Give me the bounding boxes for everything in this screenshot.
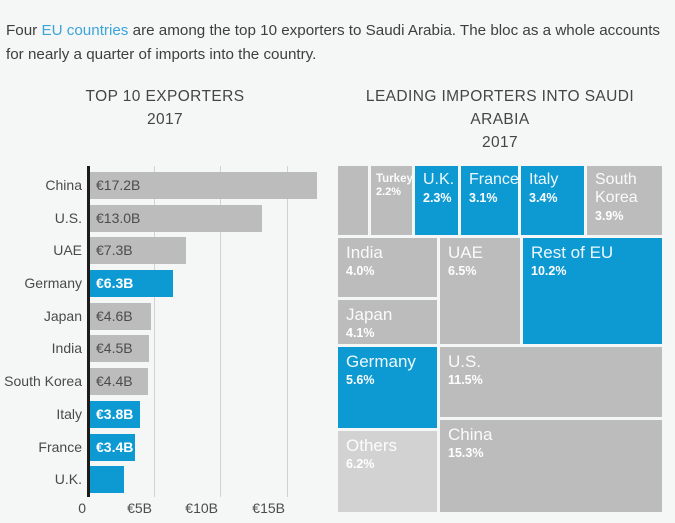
- cell-name: Germany: [346, 352, 416, 371]
- bar-uk: [90, 466, 124, 493]
- cell-percent: 2.3%: [423, 191, 452, 205]
- treemap-title-block: LEADING IMPORTERS INTO SAUDI ARABIA 2017: [338, 85, 662, 154]
- gridline-10b: [220, 166, 221, 497]
- treemap-cell-uk: U.K. 2.3%: [415, 166, 458, 235]
- cell-percent: 11.5%: [448, 373, 483, 387]
- headline-prefix: Four: [6, 22, 42, 40]
- x-tick-15b: €15B: [252, 500, 285, 516]
- bar-uae: €7.3B: [90, 237, 186, 264]
- cell-percent: 3.9%: [595, 209, 624, 223]
- bar-value-label: €17.2B: [96, 177, 141, 193]
- x-tick-0: 0: [78, 500, 86, 516]
- category-label-india: India: [51, 340, 82, 356]
- cell-percent: 5.6%: [346, 373, 375, 387]
- bar-us: €13.0B: [90, 205, 262, 232]
- cell-name: Turkey: [376, 173, 412, 185]
- cell-percent: 3.1%: [469, 191, 498, 205]
- treemap-cell-japan: Japan 4.1%: [338, 300, 437, 344]
- bar-germany: €6.3B: [90, 270, 173, 297]
- bar-value-label: €4.5B: [96, 340, 133, 356]
- bar-value-label: €13.0B: [96, 210, 141, 226]
- cell-name: China: [448, 425, 493, 444]
- category-label-germany: Germany: [24, 275, 82, 291]
- cell-name: UAE: [448, 243, 483, 262]
- treemap-cell-turkey: Turkey 2.2%: [371, 166, 412, 235]
- bar-value-label: €3.8B: [96, 406, 134, 422]
- bar-chart-title: TOP 10 EXPORTERS: [85, 88, 245, 105]
- cell-percent: 3.4%: [529, 191, 558, 205]
- cell-percent: 6.5%: [448, 264, 477, 278]
- cell-percent: 6.2%: [346, 457, 375, 471]
- category-label-uae: UAE: [53, 242, 82, 258]
- bar-china: €17.2B: [90, 172, 317, 199]
- treemap-cell-india: India 4.0%: [338, 238, 437, 297]
- cell-percent: 4.1%: [346, 326, 375, 340]
- treemap-cell-uae: UAE 6.5%: [440, 238, 520, 344]
- category-label-south-korea: South Korea: [4, 373, 82, 389]
- x-tick-10b: €10B: [185, 500, 218, 516]
- headline-suffix: are among the top 10 exporters to Saudi …: [6, 22, 661, 64]
- cell-name: U.K.: [423, 171, 455, 188]
- treemap-cell-china: China 15.3%: [440, 420, 662, 512]
- cell-name: Japan: [346, 305, 393, 324]
- bar-chart-subtitle: 2017: [146, 111, 184, 128]
- category-label-france: France: [38, 439, 82, 455]
- treemap-cell-rest-of-eu: Rest of EU 10.2%: [523, 238, 662, 344]
- cell-percent: 4.0%: [346, 264, 375, 278]
- bar-value-label: €4.6B: [96, 308, 133, 324]
- category-label-uk: U.K.: [54, 471, 82, 487]
- treemap-cell-others: Others 6.2%: [338, 431, 437, 512]
- y-axis-line: [87, 166, 90, 497]
- bar-value-label: €3.4B: [96, 439, 134, 455]
- cell-name: South Korea: [595, 171, 638, 206]
- bar-chart-title-block: TOP 10 EXPORTERS 2017: [30, 85, 300, 131]
- bar-chart: China U.S. UAE Germany Japan India South…: [0, 166, 335, 523]
- category-label-china: China: [45, 177, 82, 193]
- treemap-cell-france: France 3.1%: [461, 166, 518, 235]
- treemap-cell-south-korea: South Korea 3.9%: [587, 166, 662, 235]
- gridline-15b: [287, 166, 288, 497]
- x-tick-5b: €5B: [127, 500, 152, 516]
- headline: Four EU countries are among the top 10 e…: [6, 19, 666, 67]
- treemap-subtitle: 2017: [481, 134, 519, 151]
- bar-value-label: €4.4B: [96, 373, 133, 389]
- cell-percent: 15.3%: [448, 446, 484, 460]
- cell-name: Rest of EU: [531, 243, 614, 262]
- treemap-chart: Turkey 2.2% U.K. 2.3% France 3.1% Italy …: [338, 166, 662, 512]
- bar-japan: €4.6B: [90, 303, 151, 330]
- cell-name: France: [469, 171, 518, 188]
- cell-name: U.S.: [448, 352, 482, 371]
- cell-name: India: [346, 243, 383, 262]
- treemap-cell-unlabeled: [338, 166, 368, 235]
- bar-france: €3.4B: [90, 434, 135, 461]
- cell-name: Others: [346, 436, 398, 455]
- bar-value-label: €6.3B: [96, 275, 134, 291]
- bar-chart-plot-area: €17.2B €13.0B €7.3B €6.3B €4.6B €4.5B €4…: [87, 166, 333, 497]
- cell-name: Italy: [529, 171, 559, 188]
- bar-value-label: €7.3B: [96, 242, 133, 258]
- treemap-cell-italy: Italy 3.4%: [521, 166, 584, 235]
- cell-percent: 2.2%: [376, 186, 402, 198]
- category-label-italy: Italy: [56, 406, 82, 422]
- treemap-title: LEADING IMPORTERS INTO SAUDI ARABIA: [365, 88, 635, 128]
- cell-percent: 10.2%: [531, 264, 567, 278]
- category-label-us: U.S.: [54, 210, 82, 226]
- treemap-cell-us: U.S. 11.5%: [440, 347, 662, 417]
- bar-italy: €3.8B: [90, 401, 140, 428]
- eu-countries-link[interactable]: EU countries: [41, 22, 129, 40]
- category-label-japan: Japan: [43, 308, 82, 324]
- bar-south-korea: €4.4B: [90, 368, 148, 395]
- gridline-5b: [154, 166, 155, 497]
- bar-india: €4.5B: [90, 335, 149, 362]
- treemap-cell-germany: Germany 5.6%: [338, 347, 437, 428]
